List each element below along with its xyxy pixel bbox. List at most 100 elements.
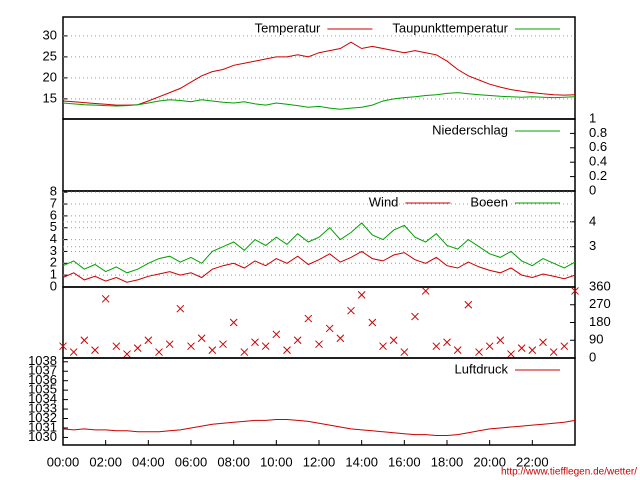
wind-direction-point <box>155 348 163 356</box>
wind-direction-point <box>560 342 569 351</box>
wind-direction-point <box>293 336 302 345</box>
wind-direction-point <box>197 334 206 343</box>
series-line <box>62 222 576 274</box>
y-tick-label: 1 <box>50 267 57 282</box>
wind-direction-point <box>400 348 409 356</box>
wind-direction-point <box>507 350 515 358</box>
y2-tick-label: 0 <box>589 349 596 364</box>
y2-tick-label: 270 <box>589 296 611 311</box>
wind-direction-point <box>571 287 579 295</box>
wind-direction-point <box>69 348 78 356</box>
x-tick-label: 18:00 <box>431 454 464 469</box>
y-tick-label: 15 <box>43 90 57 105</box>
series-line <box>62 92 576 110</box>
wind-direction-point <box>59 342 67 351</box>
x-tick-label: 02:00 <box>89 454 122 469</box>
legend-label: Luftdruck <box>455 361 509 376</box>
x-tick-label: 10:00 <box>260 454 293 469</box>
wind-direction-point <box>368 318 377 327</box>
y-tick-label: 1035 <box>28 382 57 397</box>
wind-direction-point <box>283 346 291 354</box>
wind-direction-point <box>336 334 345 343</box>
y2-tick-label: 0.4 <box>589 154 607 169</box>
y2-tick-label: 0.8 <box>589 125 607 140</box>
wind-direction-point <box>165 340 174 349</box>
y-tick-label: 7 <box>50 195 57 210</box>
wind-direction-point <box>432 342 441 351</box>
x-tick-label: 06:00 <box>175 454 208 469</box>
y-tick-label: 2 <box>50 255 57 270</box>
legend-label: Taupunkttemperatur <box>392 20 508 35</box>
x-tick-label: 14:00 <box>345 454 378 469</box>
y2-tick-label: 4 <box>589 213 596 228</box>
wind-direction-point <box>144 336 153 345</box>
wind-direction-point <box>112 342 121 351</box>
wind-direction-point <box>475 348 483 356</box>
wind-direction-point <box>347 306 355 315</box>
wind-direction-point <box>443 338 451 347</box>
series-line <box>62 419 576 436</box>
x-tick-label: 04:00 <box>132 454 165 469</box>
y2-tick-label: 0 <box>589 182 596 197</box>
x-tick-label: 16:00 <box>388 454 421 469</box>
legend-label: Niederschlag <box>432 122 508 137</box>
wind-direction-point <box>411 312 419 321</box>
wind-direction-point <box>123 350 131 358</box>
y-tick-label: 6 <box>50 207 57 222</box>
wind-direction-point <box>80 336 89 345</box>
x-tick-label: 12:00 <box>303 454 336 469</box>
wind-direction-point <box>379 342 387 351</box>
wind-direction-point <box>528 346 537 354</box>
y-tick-label: 3 <box>50 243 57 258</box>
y-tick-label: 0 <box>50 278 57 293</box>
series-line <box>62 250 576 283</box>
legend-label: Boeen <box>470 194 508 209</box>
wind-direction-point <box>517 344 526 352</box>
y-tick-label: 5 <box>50 219 57 234</box>
wind-direction-point <box>261 342 270 351</box>
y-tick-label: 1030 <box>28 429 57 444</box>
series-line <box>62 41 576 106</box>
y-tick-label: 20 <box>43 69 57 84</box>
y2-tick-label: 0.2 <box>589 168 607 183</box>
wind-direction-point <box>240 348 249 356</box>
wind-direction-point <box>251 338 259 347</box>
wind-direction-point <box>496 336 505 345</box>
source-url: http://www.tiefflegen.de/wetter/ <box>501 467 637 478</box>
wind-direction-point <box>101 294 110 303</box>
x-tick-label: 00:00 <box>47 454 80 469</box>
wind-direction-point <box>176 304 185 313</box>
wind-direction-point <box>453 346 462 354</box>
x-tick-label: 22:00 <box>516 454 549 469</box>
y2-tick-label: 180 <box>589 314 611 329</box>
y-tick-label: 1034 <box>28 391 57 406</box>
y2-tick-label: 0.6 <box>589 139 607 154</box>
wind-direction-point <box>133 344 142 352</box>
wind-direction-point <box>421 287 430 295</box>
y-tick-label: 1033 <box>28 401 57 416</box>
wind-direction-point <box>91 346 99 354</box>
legend-label: Wind <box>369 194 399 209</box>
wind-direction-point <box>549 348 558 356</box>
wind-direction-point <box>272 330 281 339</box>
wind-direction-point <box>325 324 334 333</box>
x-tick-label: 08:00 <box>217 454 250 469</box>
wind-direction-point <box>389 336 398 345</box>
y-tick-label: 1031 <box>28 419 57 434</box>
wind-direction-point <box>219 340 227 349</box>
y-tick-label: 4 <box>50 231 57 246</box>
y-tick-label: 25 <box>43 48 57 63</box>
y-tick-label: 1037 <box>28 363 57 378</box>
y-tick-label: 1032 <box>28 410 57 425</box>
wind-direction-point <box>464 300 473 309</box>
wind-direction-point <box>187 342 195 351</box>
wind-direction-point <box>315 340 323 349</box>
wind-direction-point <box>229 318 238 327</box>
wind-direction-point <box>357 291 366 299</box>
y-tick-label: 1038 <box>28 353 57 368</box>
y2-tick-label: 360 <box>589 278 611 293</box>
y-tick-label: 30 <box>43 27 57 42</box>
wind-direction-point <box>485 342 494 351</box>
legend-label: Temperatur <box>255 20 321 35</box>
